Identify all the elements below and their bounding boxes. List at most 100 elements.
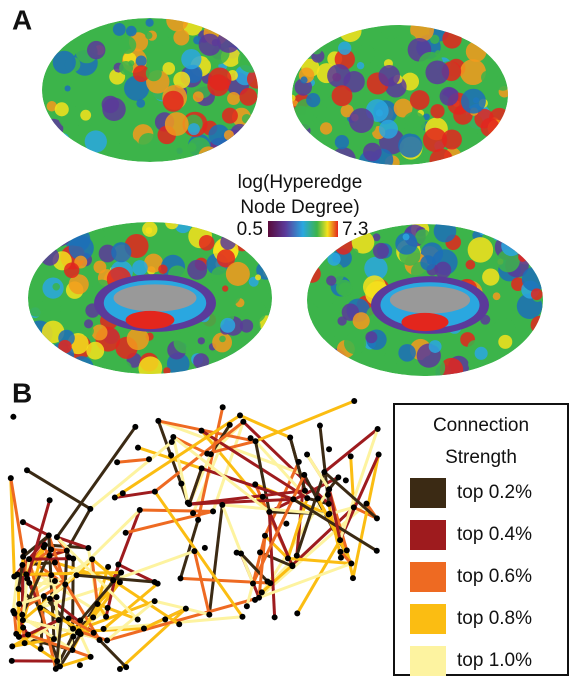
brain-patch: [356, 61, 365, 70]
brain-patch: [309, 143, 330, 164]
brain-patch: [493, 26, 502, 35]
node: [116, 579, 123, 586]
edge: [171, 436, 190, 503]
brain-patch: [35, 336, 46, 347]
brain-patch: [82, 325, 94, 337]
node: [105, 563, 112, 570]
brain-patch: [292, 120, 300, 135]
brain-patch: [395, 232, 418, 255]
edge: [112, 549, 195, 582]
brain-patch: [232, 130, 258, 156]
brain-patch: [84, 130, 107, 153]
brain-patch: [240, 123, 258, 143]
brain-patch: [225, 28, 238, 41]
node: [10, 413, 17, 420]
brain-patch: [356, 44, 376, 64]
brain-patch: [430, 104, 445, 119]
brain-patch: [228, 357, 243, 372]
colorbar: [268, 221, 338, 237]
node: [62, 581, 69, 588]
brain-patch: [42, 30, 50, 44]
brain-patch: [468, 358, 480, 371]
brain-patch: [340, 104, 354, 118]
node: [243, 603, 250, 610]
edge: [257, 535, 267, 598]
brain-patch: [480, 25, 505, 40]
brain-patch: [93, 260, 107, 274]
node: [337, 548, 344, 555]
brain-patch: [402, 111, 426, 135]
edge: [201, 467, 294, 501]
edge: [239, 552, 269, 583]
brain-patch: [258, 281, 272, 295]
node: [348, 560, 355, 567]
brain-patch: [314, 33, 322, 42]
node: [70, 633, 77, 640]
brain-patch: [216, 363, 235, 374]
brain-patch: [73, 148, 92, 162]
node: [239, 613, 246, 620]
brain-patch: [497, 360, 507, 370]
brain-core: [113, 284, 197, 312]
edge: [291, 506, 355, 567]
brain-patch: [111, 242, 132, 263]
node: [168, 452, 175, 459]
edge: [67, 617, 95, 635]
node: [373, 547, 380, 554]
node: [103, 613, 110, 620]
edge: [292, 497, 378, 553]
brain-patch: [58, 339, 72, 354]
node: [140, 625, 147, 632]
brain-patch: [57, 133, 70, 145]
brain-patch: [198, 235, 215, 251]
brain-patch: [311, 43, 322, 55]
edge: [26, 469, 92, 511]
brain-patch: [262, 247, 272, 259]
node: [226, 421, 233, 428]
node: [46, 497, 53, 504]
brain-patch: [475, 26, 488, 38]
node: [21, 640, 28, 647]
brain-patch: [331, 147, 356, 165]
node: [347, 453, 354, 460]
brain-patch: [307, 332, 324, 354]
edge: [263, 534, 290, 560]
brain-patch: [136, 99, 146, 108]
brain-patch: [68, 235, 94, 261]
edge: [338, 428, 380, 541]
brain-patch: [68, 274, 89, 295]
brain-patch: [530, 315, 543, 335]
node: [37, 604, 44, 611]
brain-patch: [293, 138, 303, 147]
brain-patch: [42, 144, 48, 157]
node: [219, 501, 226, 508]
node: [132, 423, 139, 430]
node: [373, 515, 380, 522]
brain-patch: [479, 228, 486, 236]
brain-patch: [222, 285, 229, 292]
brain-patch: [501, 235, 522, 257]
brain-patch: [132, 260, 148, 276]
brain-patch: [173, 71, 191, 89]
node: [45, 532, 52, 539]
edge: [55, 426, 137, 539]
brain-patch: [144, 253, 164, 273]
brain-patch: [331, 85, 353, 107]
brain-patch: [138, 356, 163, 374]
node: [151, 579, 158, 586]
edge: [323, 427, 379, 474]
node: [136, 507, 143, 514]
brain-patch: [372, 233, 381, 242]
legend-label: top 0.2%: [457, 482, 532, 503]
node: [240, 418, 247, 425]
edge: [12, 613, 18, 635]
node: [65, 615, 72, 622]
node: [237, 412, 244, 419]
node: [54, 658, 61, 665]
brain-patch: [167, 149, 178, 160]
brain-patch: [231, 19, 245, 33]
brain-patch: [242, 299, 267, 324]
brain-patch: [456, 251, 466, 261]
brain-patch: [255, 274, 262, 281]
